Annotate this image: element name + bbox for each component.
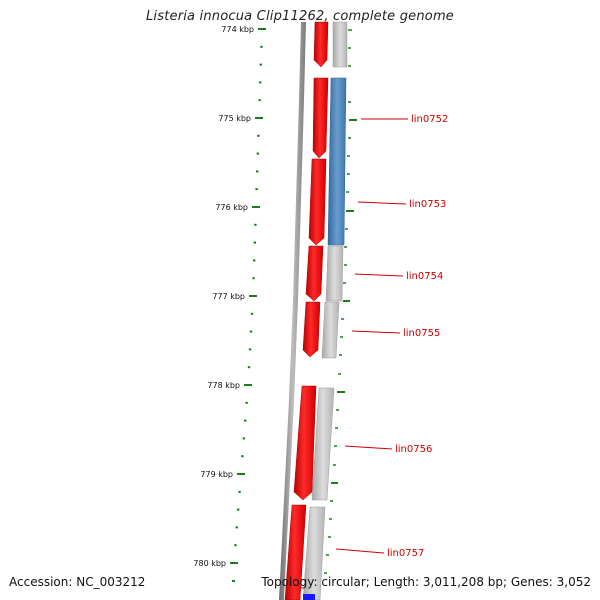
forward-strand-track <box>284 21 329 600</box>
feature-block[interactable] <box>332 21 348 68</box>
feature-block[interactable] <box>327 77 347 246</box>
forward-gene[interactable] <box>305 245 324 302</box>
tick-label: 776 kbp <box>215 203 248 212</box>
tick-label: 780 kbp <box>193 559 226 568</box>
label-leader-line <box>354 273 404 277</box>
position-axis: 774 kbp 775 kbp 776 kbp 777 kbp 778 kbp 779 k… <box>193 25 266 582</box>
gene-label[interactable]: lin0755 <box>403 328 440 339</box>
forward-gene[interactable] <box>284 504 307 600</box>
forward-gene[interactable] <box>313 21 329 68</box>
map-title: Listeria innocua Clip11262, complete gen… <box>145 9 455 24</box>
label-leader-line <box>357 201 407 205</box>
gene-label[interactable]: lin0752 <box>411 114 448 125</box>
gene-feature-track <box>302 21 348 600</box>
feature-block[interactable] <box>302 506 326 600</box>
label-leader-line <box>335 548 385 554</box>
genome-backbone <box>279 22 306 600</box>
gene-label[interactable]: lin0753 <box>409 199 446 210</box>
forward-gene[interactable] <box>308 158 327 246</box>
gene-label[interactable]: lin0756 <box>395 444 432 455</box>
gene-label[interactable]: lin0754 <box>406 271 443 282</box>
feature-tick-marks <box>324 29 357 574</box>
label-leader-line <box>344 445 393 450</box>
tick-label: 774 kbp <box>221 25 254 34</box>
forward-gene[interactable] <box>312 77 329 159</box>
start-marker <box>303 594 315 600</box>
feature-block[interactable] <box>325 245 344 302</box>
tick-label: 777 kbp <box>212 292 245 301</box>
accession-text: Accession: NC_003212 <box>9 575 146 589</box>
topology-text: Topology: circular; Length: 3,011,208 bp… <box>261 575 591 589</box>
tick-label: 778 kbp <box>207 381 240 390</box>
label-leader-line <box>351 330 401 334</box>
forward-gene[interactable] <box>293 385 317 501</box>
forward-gene[interactable] <box>302 301 321 358</box>
feature-block[interactable] <box>311 387 335 501</box>
tick-label: 779 kbp <box>200 470 233 479</box>
gene-label[interactable]: lin0757 <box>387 548 424 559</box>
tick-label: 775 kbp <box>218 114 251 123</box>
feature-block[interactable] <box>321 301 340 359</box>
gene-labels: lin0752 lin0753 lin0754 lin0755 lin0756 lin07… <box>335 114 448 559</box>
